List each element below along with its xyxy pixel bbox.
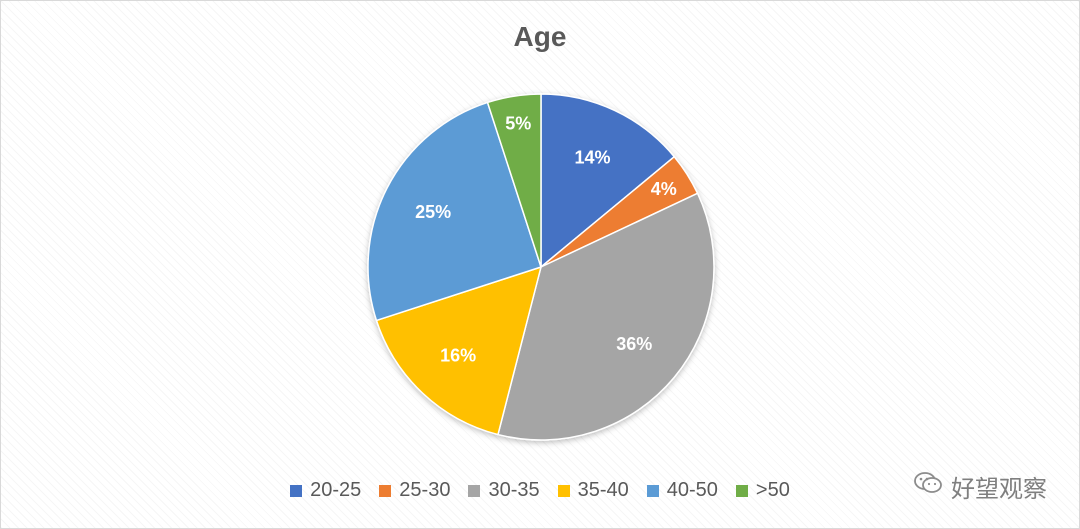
- wechat-icon: [913, 470, 943, 503]
- legend-label: 30-35: [488, 479, 540, 501]
- legend-label: 25-30: [399, 479, 451, 501]
- slice-label-30-35: 36%: [616, 334, 652, 354]
- pie-slice-35-40: [375, 265, 543, 436]
- legend-item: 20-25: [290, 479, 361, 502]
- pie-slice-20-25: [540, 93, 676, 269]
- slice-label-20-25: 14%: [575, 147, 611, 167]
- legend-swatch: [379, 484, 392, 497]
- legend-item: 25-30: [379, 479, 450, 502]
- legend-swatch: [557, 484, 570, 497]
- legend-item: >50: [735, 479, 790, 502]
- slice-label-25-30: 4%: [651, 179, 677, 199]
- watermark-text: 好望观察: [951, 476, 1047, 503]
- slice-label-35-40: 16%: [440, 345, 476, 365]
- watermark: 好望观察: [913, 469, 1047, 504]
- legend-label: 40-50: [666, 479, 718, 501]
- slice-label->50: 5%: [505, 113, 531, 133]
- chart-legend: 20-25 25-30 30-35 35-40 40-50 >50: [1, 479, 1079, 502]
- legend-item: 35-40: [557, 479, 629, 502]
- slice-label-40-50: 25%: [415, 202, 451, 222]
- legend-item: 40-50: [646, 479, 718, 502]
- chart-title: Age: [513, 21, 567, 52]
- legend-label: 20-25: [310, 479, 362, 501]
- legend-label: 35-40: [577, 479, 629, 501]
- legend-swatch: [735, 484, 748, 497]
- pie-slice-40-50: [367, 101, 542, 322]
- legend-swatch: [290, 484, 303, 497]
- legend-swatch: [646, 484, 659, 497]
- pie-slice-30-35: [497, 192, 715, 441]
- legend-label: >50: [755, 479, 790, 501]
- legend-item: 30-35: [468, 479, 540, 502]
- legend-swatch: [468, 484, 481, 497]
- pie-slice->50: [486, 93, 542, 268]
